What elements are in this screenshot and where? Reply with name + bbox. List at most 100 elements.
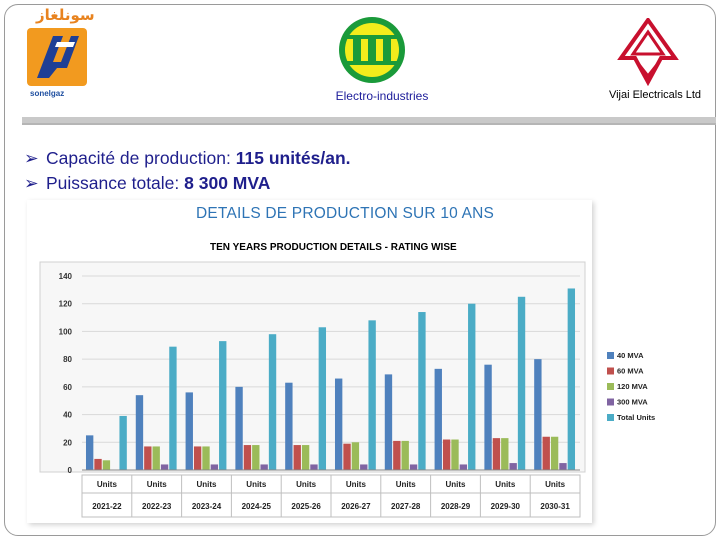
y-tick-label: 40 (63, 411, 72, 420)
bullet-power-label: Puissance totale: (46, 173, 185, 193)
category-row-label: Units (246, 480, 267, 489)
x-tick-label: 2024-25 (242, 502, 272, 511)
arrow-bullet-icon: ➢ (24, 149, 39, 169)
bullet-capacity-value: 115 unités/an. (235, 148, 351, 168)
bullet-power-value: 8 300 MVA (184, 173, 271, 193)
bar-120-mva (451, 439, 459, 470)
bar-60-mva (144, 446, 152, 470)
bar-total-units (119, 415, 127, 470)
x-tick-label: 2025-26 (291, 502, 321, 511)
category-row-label: Units (346, 480, 367, 489)
bar-60-mva (243, 445, 252, 470)
category-row-label: Units (296, 480, 317, 489)
bar-40-mva (235, 386, 243, 470)
bar-total-units (468, 303, 476, 470)
bar-120-mva (152, 446, 160, 470)
header-divider (22, 117, 716, 125)
bullet-list: ➢ Capacité de production: 115 unités/an. … (24, 146, 351, 196)
bar-total-units (169, 346, 177, 470)
bullet-power: ➢ Puissance totale: 8 300 MVA (24, 171, 351, 196)
category-row-label: Units (446, 480, 467, 489)
y-tick-label: 0 (68, 466, 73, 475)
legend-swatch (607, 352, 614, 359)
bar-40-mva (135, 395, 144, 470)
bullet-capacity: ➢ Capacité de production: 115 unités/an. (24, 146, 351, 171)
bar-300-mva (210, 464, 219, 470)
legend-label: 60 MVA (617, 367, 644, 376)
x-tick-label: 2028-29 (441, 502, 471, 511)
y-tick-label: 80 (63, 355, 72, 364)
bar-40-mva (334, 378, 343, 470)
bar-total-units (567, 288, 576, 470)
category-row-label: Units (97, 480, 118, 489)
electro-industries-caption: Electro-industries (335, 89, 429, 103)
bar-300-mva (509, 463, 517, 470)
legend-label: 300 MVA (617, 398, 648, 407)
y-tick-label: 100 (59, 327, 73, 336)
bar-60-mva (442, 439, 451, 470)
bar-300-mva (559, 463, 567, 470)
chart-title: TEN YEARS PRODUCTION DETAILS - RATING WI… (210, 242, 457, 253)
legend-label: Total Units (617, 413, 655, 422)
bar-total-units (517, 296, 526, 470)
bar-120-mva (351, 442, 360, 470)
bar-60-mva (492, 438, 501, 470)
bar-300-mva (160, 464, 169, 470)
category-row-label: Units (396, 480, 417, 489)
bar-300-mva (459, 464, 468, 470)
bar-300-mva (310, 464, 318, 470)
x-tick-label: 2029-30 (491, 502, 521, 511)
legend-label: 40 MVA (617, 351, 644, 360)
sonelgaz-emblem (27, 28, 87, 86)
bar-60-mva (393, 440, 401, 470)
x-tick-label: 2023-24 (192, 502, 222, 511)
bar-120-mva (102, 460, 111, 470)
bar-120-mva (252, 445, 260, 470)
legend-swatch (607, 367, 614, 375)
bar-60-mva (94, 458, 102, 470)
bar-40-mva (285, 382, 293, 470)
sonelgaz-wordmark: sonelgaz (30, 89, 65, 98)
bar-40-mva (85, 435, 94, 470)
x-tick-label: 2030-31 (540, 502, 570, 511)
bar-total-units (368, 320, 376, 470)
electro-industries-logo (337, 15, 407, 85)
bar-60-mva (193, 446, 202, 470)
bar-120-mva (202, 446, 210, 470)
chart-heading: DETAILS DE PRODUCTION SUR 10 ANS (196, 205, 495, 222)
bar-total-units (318, 327, 327, 470)
y-tick-label: 60 (63, 383, 72, 392)
legend-swatch (607, 398, 614, 406)
x-tick-label: 2021-22 (92, 502, 122, 511)
bar-60-mva (293, 445, 301, 470)
arrow-bullet-icon: ➢ (24, 174, 39, 194)
y-tick-label: 20 (63, 438, 72, 447)
vijai-logo (617, 16, 679, 87)
bar-300-mva (260, 464, 268, 470)
vijai-caption: Vijai Electricals Ltd (608, 89, 702, 101)
bar-120-mva (301, 445, 310, 470)
legend-swatch (607, 414, 614, 421)
bar-300-mva (409, 464, 418, 470)
bar-120-mva (401, 440, 409, 470)
bar-40-mva (484, 364, 492, 470)
y-tick-label: 140 (59, 272, 73, 281)
x-tick-label: 2027-28 (391, 502, 421, 511)
bar-total-units (418, 312, 426, 470)
bar-40-mva (384, 374, 393, 470)
sonelgaz-arabic-name: سونلغاز (36, 6, 95, 24)
bar-40-mva (434, 368, 442, 470)
legend-label: 120 MVA (617, 382, 648, 391)
bullet-capacity-label: Capacité de production: (46, 148, 236, 168)
bar-300-mva (360, 464, 368, 470)
category-row-label: Units (495, 480, 516, 489)
plot-area (39, 261, 586, 473)
x-tick-label: 2026-27 (341, 502, 371, 511)
x-tick-label: 2022-23 (142, 502, 172, 511)
bar-120-mva (501, 438, 509, 470)
bar-60-mva (542, 436, 550, 470)
category-row-label: Units (197, 480, 218, 489)
bar-60-mva (343, 443, 351, 470)
category-row-label: Units (147, 480, 168, 489)
